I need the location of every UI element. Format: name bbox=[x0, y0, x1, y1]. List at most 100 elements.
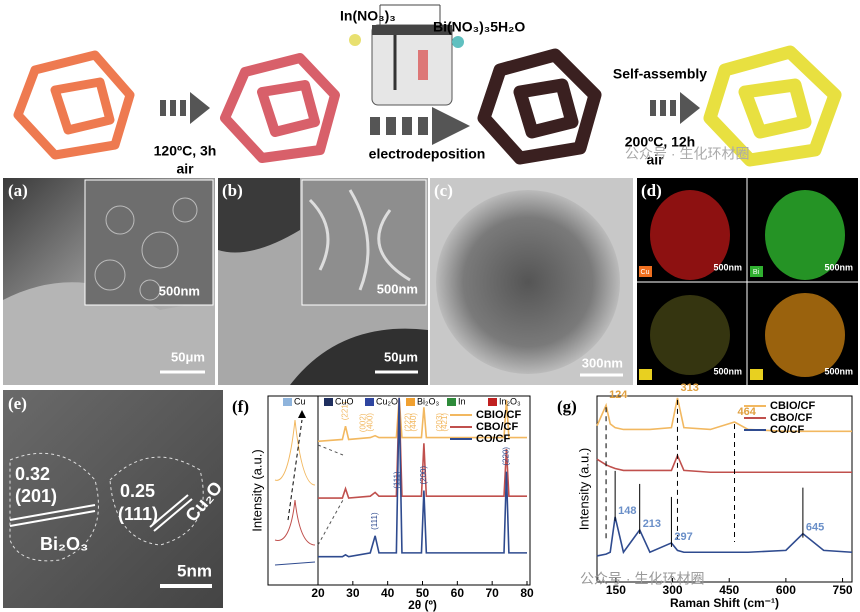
panel-g: (g) bbox=[557, 395, 853, 583]
peak-label: (440) bbox=[409, 413, 418, 432]
d-spacing: 0.25 bbox=[120, 481, 155, 501]
panel-b: (b) 500nm 50μm bbox=[218, 178, 428, 385]
scale-bar-label: 500nm bbox=[377, 281, 418, 296]
x-tick-label: 20 bbox=[311, 586, 325, 600]
scale-bar-label: 300nm bbox=[582, 355, 623, 370]
scale-bar-label: 500nm bbox=[713, 366, 742, 376]
cage-3 bbox=[477, 48, 602, 165]
cell bbox=[371, 4, 453, 106]
x-tick-label: 40 bbox=[381, 586, 395, 600]
peak-label: (220) bbox=[502, 447, 511, 466]
phase-swatch bbox=[365, 398, 374, 406]
precursor: Bi(NO₃)₃5H₂O bbox=[433, 19, 525, 35]
peak-label: 124 bbox=[609, 389, 628, 401]
peak-label: (421) bbox=[440, 413, 449, 432]
series-line bbox=[596, 453, 852, 474]
series-line bbox=[318, 397, 527, 558]
phase-label: Cu bbox=[294, 396, 306, 406]
peak-label: (221) bbox=[341, 401, 350, 420]
step-label: Self-assembly bbox=[613, 66, 707, 82]
scale-bar-label: 50μm bbox=[171, 349, 205, 364]
x-tick-label: 750 bbox=[833, 583, 853, 597]
peak-label: (222) bbox=[404, 413, 413, 432]
panel-c: (c) 300nm bbox=[430, 178, 633, 385]
peak-label: 148 bbox=[618, 505, 636, 517]
phase-label: In bbox=[458, 396, 466, 406]
step-label: 200ºC, 12h bbox=[625, 134, 696, 150]
arrow-1 bbox=[160, 92, 210, 124]
powder bbox=[349, 34, 361, 46]
phase-label: In₂O₃ bbox=[499, 396, 521, 406]
scale-bar-label: 500nm bbox=[824, 262, 853, 272]
peak-label: 645 bbox=[806, 522, 824, 534]
legend-label: CBIO/CF bbox=[476, 409, 522, 421]
phase-label: Bi₂O₃ bbox=[417, 396, 439, 406]
phase: Bi₂O₃ bbox=[40, 534, 88, 554]
peak-label: (200) bbox=[419, 465, 428, 484]
panel-e: (e) 0.32 (201) Bi₂O₃ 0.25 (111) Cu₂O 5nm bbox=[3, 390, 226, 608]
peak-label: (400) bbox=[365, 413, 374, 432]
x-tick-label: 60 bbox=[451, 586, 465, 600]
d-spacing: 0.32 bbox=[15, 464, 50, 484]
phase-swatch bbox=[283, 398, 292, 406]
step-label: 120ºC, 3h bbox=[154, 143, 217, 159]
watermark: 公众号 · 生化环材圈 bbox=[580, 571, 704, 587]
x-tick-label: 50 bbox=[416, 586, 430, 600]
element-label: Bi bbox=[753, 269, 760, 276]
scale-bar-label: 5nm bbox=[177, 561, 212, 580]
x-tick-label: 300 bbox=[663, 583, 683, 597]
phase-swatch bbox=[406, 398, 415, 406]
peak-label: 464 bbox=[738, 406, 757, 418]
panel-label: (a) bbox=[8, 181, 28, 200]
y-axis-label: Intensity (a.u.) bbox=[249, 449, 264, 531]
phase-label: Cu₂O bbox=[376, 396, 398, 406]
panel-label: (e) bbox=[8, 394, 27, 413]
peak-label: 297 bbox=[674, 531, 692, 543]
legend-label: CBO/CF bbox=[770, 412, 812, 424]
legend-label: CBIO/CF bbox=[770, 400, 816, 412]
precursor: In(NO₃)₃ bbox=[340, 8, 396, 24]
series-line bbox=[596, 397, 852, 433]
x-tick-label: 450 bbox=[719, 583, 739, 597]
y-axis-label: Intensity (a.u.) bbox=[576, 448, 591, 530]
scale-bar-label: 500nm bbox=[824, 366, 853, 376]
phase-swatch bbox=[447, 398, 456, 406]
panel-label: (c) bbox=[434, 181, 453, 200]
watermark: 公众号 · 生化环材圈 bbox=[625, 146, 749, 162]
phase-swatch bbox=[324, 398, 333, 406]
series-line bbox=[317, 397, 527, 443]
peak-label: 313 bbox=[680, 382, 698, 394]
schematic: In(NO₃)₃ Bi(NO₃)₃5H₂O 120ºC, 3h air elec… bbox=[13, 4, 842, 177]
plane: (111) bbox=[118, 504, 158, 524]
plane: (201) bbox=[15, 486, 57, 506]
peak-label: 213 bbox=[643, 518, 661, 530]
peak-label: (203) bbox=[435, 413, 444, 432]
panel-a: (a) 500nm 50μm bbox=[3, 178, 215, 385]
legend-label: CBO/CF bbox=[476, 421, 518, 433]
arrow-2 bbox=[370, 107, 470, 145]
legend-label: CO/CF bbox=[476, 433, 511, 445]
series-line bbox=[596, 516, 853, 557]
legend-label: CO/CF bbox=[770, 424, 805, 436]
panel-label: (b) bbox=[222, 181, 243, 200]
element-label: Cu bbox=[641, 269, 650, 276]
panel-d: (d) Cu Bi 500nm 500nm 500nm 500nm bbox=[637, 178, 858, 385]
x-axis-label: Raman Shift (cm⁻¹) bbox=[670, 596, 779, 610]
phase-label: CuO bbox=[335, 396, 354, 406]
panel-label: (g) bbox=[557, 397, 577, 416]
x-tick-label: 150 bbox=[606, 583, 626, 597]
scale-bar-label: 500nm bbox=[159, 283, 200, 298]
panel-label: (d) bbox=[641, 181, 662, 200]
x-tick-label: 600 bbox=[776, 583, 796, 597]
cage-2 bbox=[220, 53, 340, 163]
phase-swatch bbox=[488, 398, 497, 406]
arrow-3 bbox=[650, 92, 700, 124]
step-label: air bbox=[176, 161, 194, 177]
x-axis-label: 2θ (º) bbox=[408, 598, 437, 612]
peak-label: (002) bbox=[358, 413, 367, 432]
x-tick-label: 80 bbox=[520, 586, 534, 600]
cage-4 bbox=[703, 45, 842, 167]
step-label: electrodeposition bbox=[369, 146, 486, 162]
peak-label: (111) bbox=[393, 471, 402, 489]
